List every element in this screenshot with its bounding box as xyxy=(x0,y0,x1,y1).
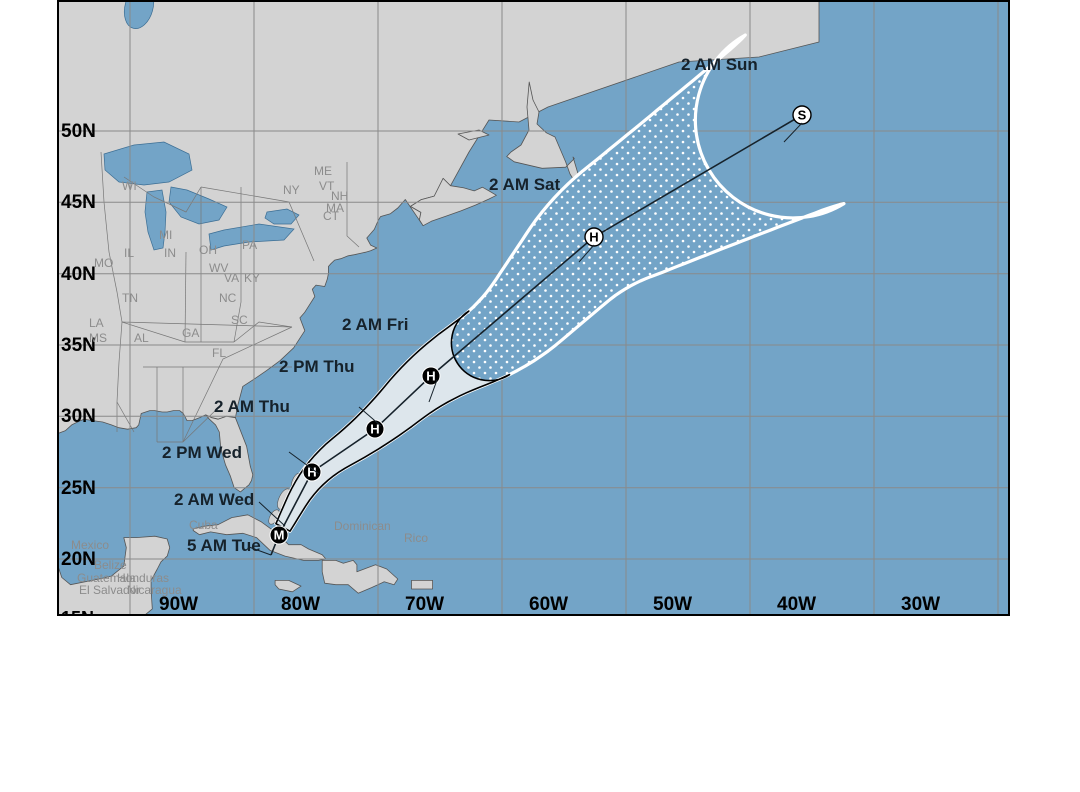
svg-text:Nicaragua: Nicaragua xyxy=(127,583,182,597)
svg-text:PA: PA xyxy=(242,238,257,252)
svg-text:90W: 90W xyxy=(159,594,198,615)
svg-text:IL: IL xyxy=(124,246,134,260)
svg-text:SC: SC xyxy=(231,313,248,327)
svg-text:KY: KY xyxy=(244,271,260,285)
svg-text:30W: 30W xyxy=(901,594,940,615)
svg-text:50W: 50W xyxy=(653,594,692,615)
svg-text:20N: 20N xyxy=(61,549,96,570)
svg-text:60W: 60W xyxy=(529,594,568,615)
svg-text:40W: 40W xyxy=(777,594,816,615)
svg-text:H: H xyxy=(589,230,598,245)
svg-text:2 AM Fri: 2 AM Fri xyxy=(342,315,408,334)
svg-text:2 PM Wed: 2 PM Wed xyxy=(162,443,242,462)
svg-text:Cuba: Cuba xyxy=(189,518,218,532)
svg-text:GA: GA xyxy=(182,326,199,340)
svg-text:MS: MS xyxy=(89,331,107,345)
svg-text:M: M xyxy=(274,528,285,543)
svg-text:Rico: Rico xyxy=(404,531,428,545)
svg-text:70W: 70W xyxy=(405,594,444,615)
svg-text:AL: AL xyxy=(134,331,149,345)
svg-text:OH: OH xyxy=(199,243,217,257)
svg-text:Belize: Belize xyxy=(94,558,127,572)
svg-text:40N: 40N xyxy=(61,264,96,285)
svg-text:80W: 80W xyxy=(281,594,320,615)
svg-text:CT: CT xyxy=(323,209,340,223)
svg-text:NY: NY xyxy=(283,183,300,197)
svg-text:Mexico: Mexico xyxy=(71,538,109,552)
svg-text:2 AM Sat: 2 AM Sat xyxy=(489,175,561,194)
svg-text:NC: NC xyxy=(219,291,237,305)
svg-text:WV: WV xyxy=(209,261,228,275)
svg-text:30N: 30N xyxy=(61,406,96,427)
svg-text:2 AM Sun: 2 AM Sun xyxy=(681,55,758,74)
svg-text:Dominican: Dominican xyxy=(334,519,391,533)
svg-text:MI: MI xyxy=(159,228,172,242)
svg-text:H: H xyxy=(426,369,435,384)
svg-text:2 AM Wed: 2 AM Wed xyxy=(174,490,254,509)
svg-text:FL: FL xyxy=(212,346,226,360)
svg-text:MO: MO xyxy=(94,256,113,270)
svg-text:IN: IN xyxy=(164,246,176,260)
svg-text:WI: WI xyxy=(122,179,137,193)
svg-text:2 PM Thu: 2 PM Thu xyxy=(279,357,355,376)
svg-text:ME: ME xyxy=(314,164,332,178)
svg-text:2 AM Thu: 2 AM Thu xyxy=(214,397,290,416)
svg-text:15N: 15N xyxy=(61,608,94,616)
svg-text:45N: 45N xyxy=(61,192,96,213)
svg-text:50N: 50N xyxy=(61,121,96,142)
svg-text:LA: LA xyxy=(89,316,104,330)
svg-text:25N: 25N xyxy=(61,478,96,499)
svg-text:S: S xyxy=(798,108,807,123)
svg-text:TN: TN xyxy=(122,291,138,305)
svg-text:5 AM Tue: 5 AM Tue xyxy=(187,536,261,555)
